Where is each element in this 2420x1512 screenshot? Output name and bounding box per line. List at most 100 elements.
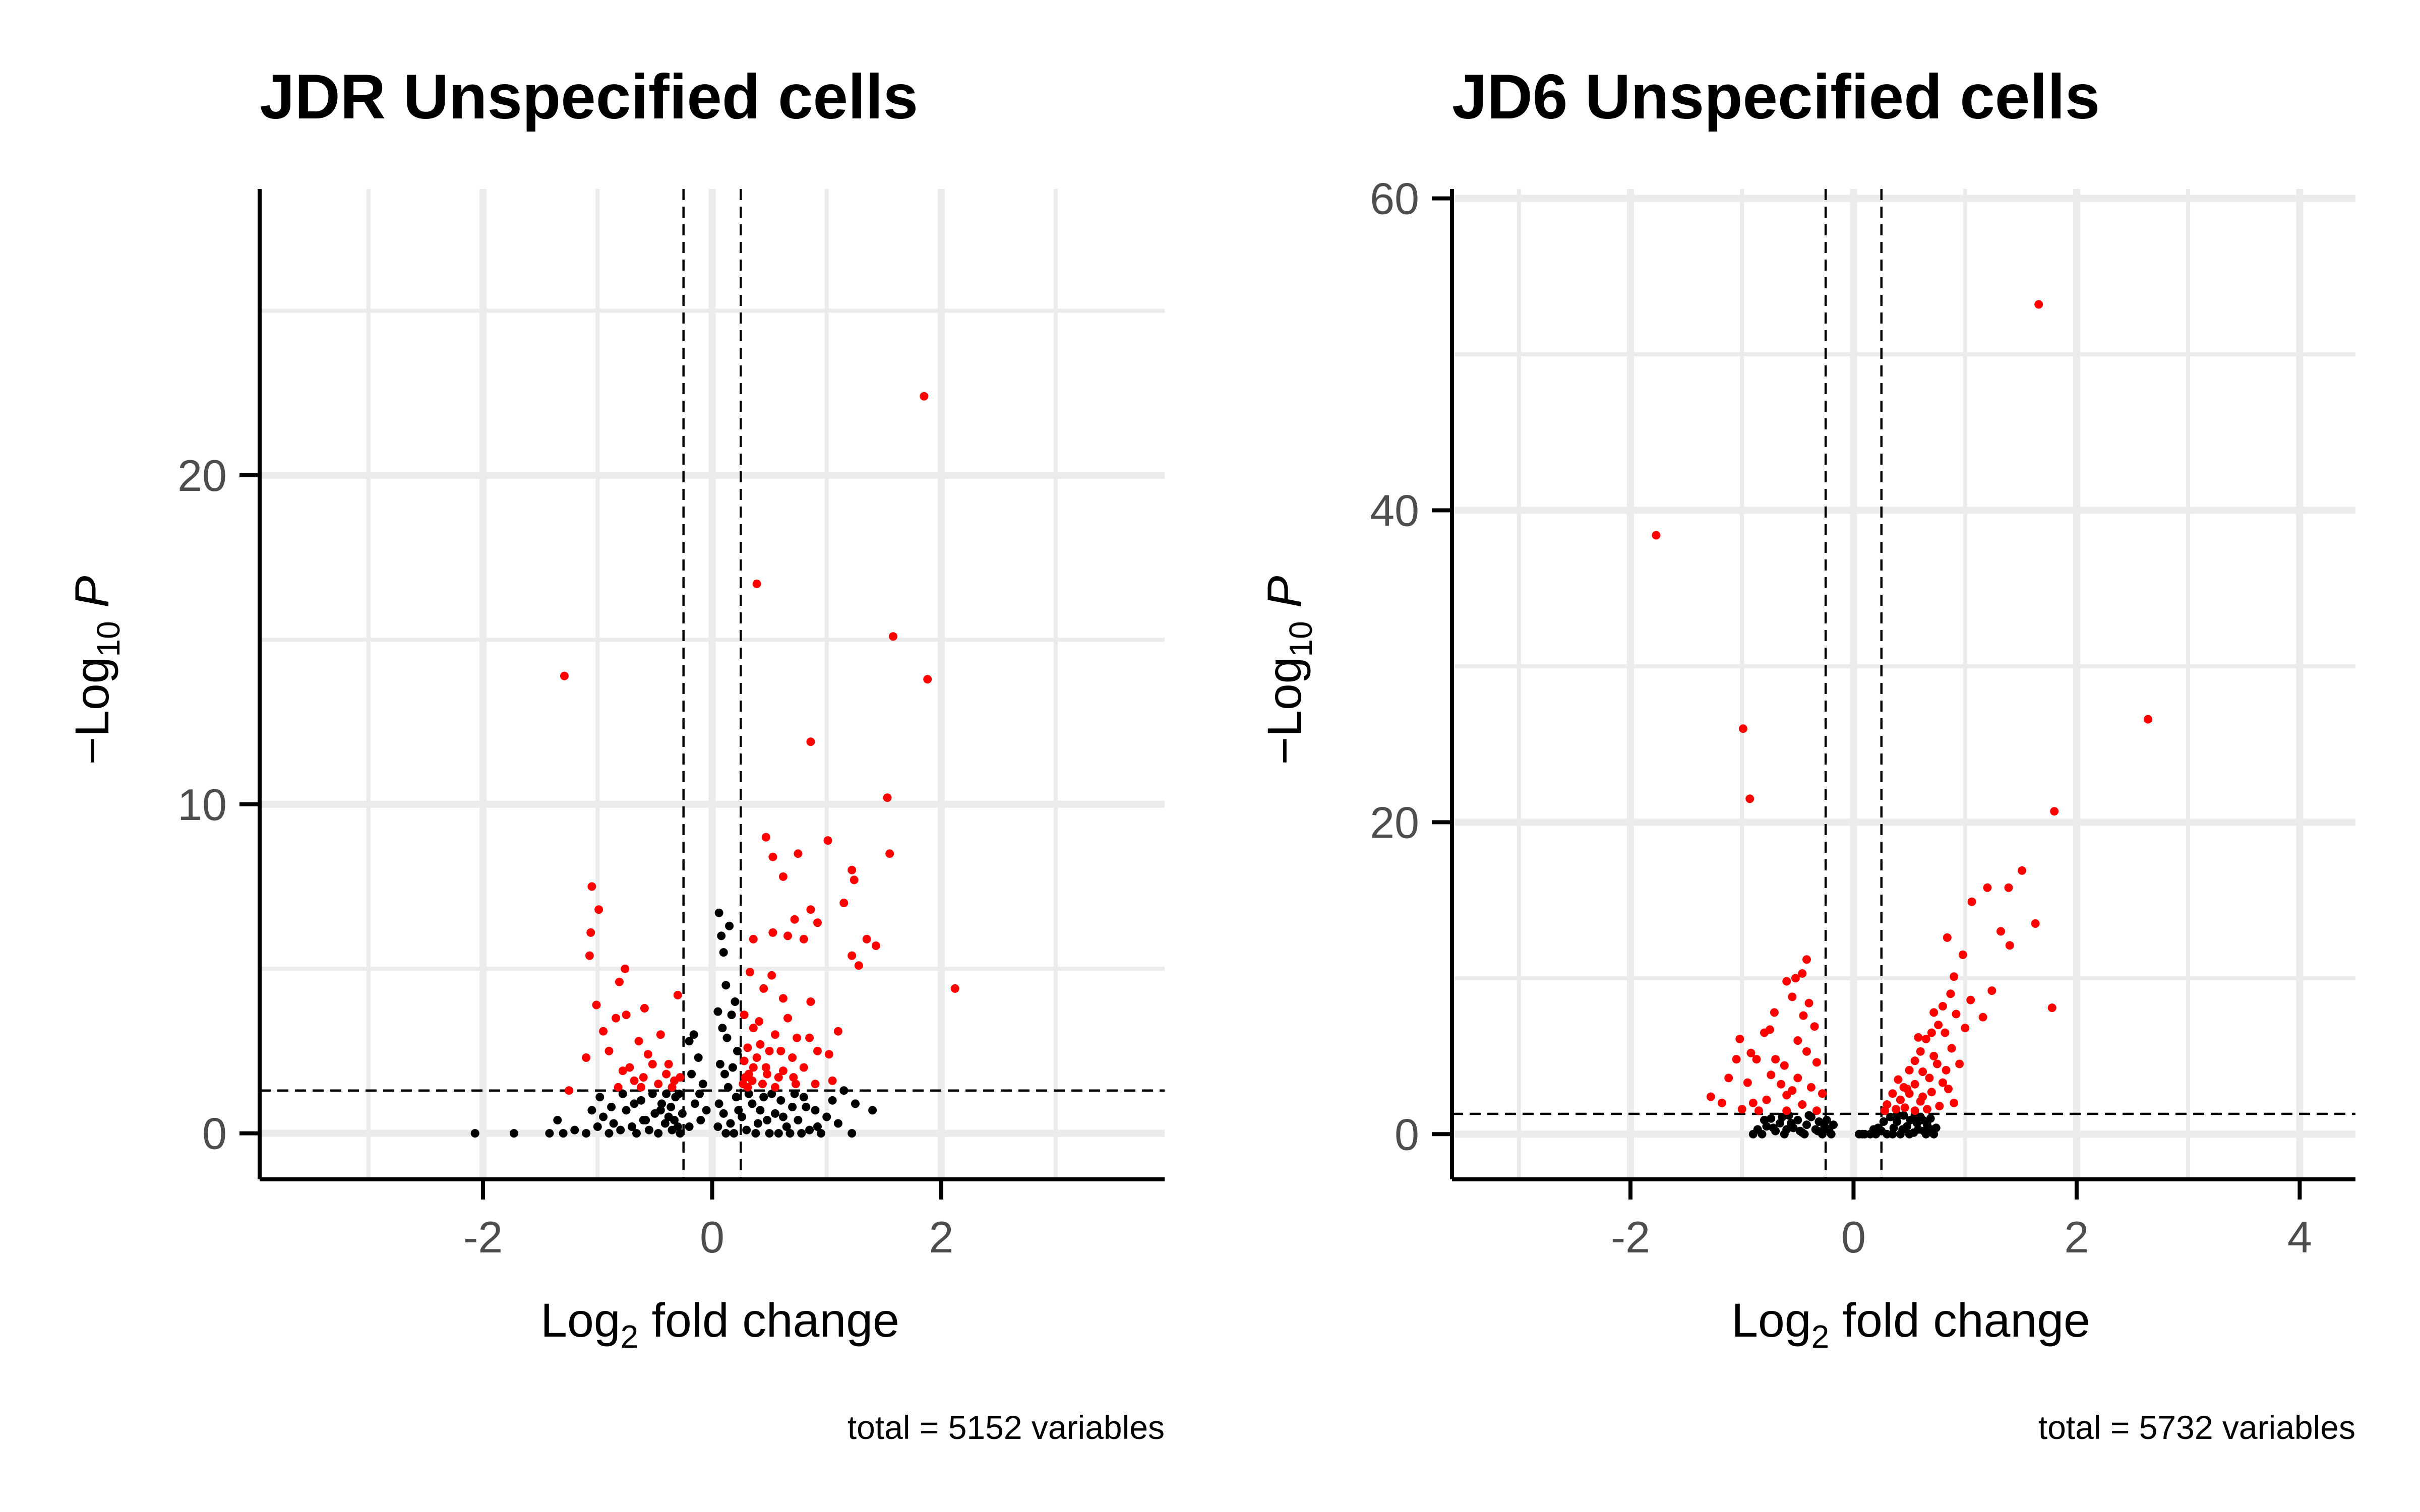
nonsignificant-gene-point bbox=[839, 1086, 849, 1095]
nonsignificant-gene-point bbox=[717, 931, 726, 940]
significant-gene-point bbox=[656, 1030, 665, 1039]
nonsignificant-gene-point bbox=[851, 1099, 860, 1108]
nonsignificant-gene-point bbox=[734, 1106, 743, 1115]
significant-gene-point bbox=[1652, 531, 1661, 540]
nonsignificant-gene-point bbox=[723, 1083, 733, 1092]
nonsignificant-gene-point bbox=[676, 1129, 685, 1138]
nonsignificant-gene-point bbox=[690, 1099, 699, 1108]
significant-gene-point bbox=[778, 994, 788, 1003]
nonsignificant-gene-point bbox=[714, 908, 723, 917]
nonsignificant-gene-point bbox=[774, 1129, 783, 1138]
significant-gene-point bbox=[790, 915, 799, 924]
significant-gene-point bbox=[1923, 1105, 1931, 1114]
significant-gene-point bbox=[1966, 995, 1975, 1004]
nonsignificant-gene-point bbox=[470, 1129, 479, 1138]
nonsignificant-gene-point bbox=[673, 1122, 682, 1131]
significant-gene-point bbox=[806, 905, 815, 914]
nonsignificant-gene-point bbox=[1782, 1125, 1791, 1134]
nonsignificant-gene-point bbox=[545, 1129, 554, 1138]
significant-gene-point bbox=[1943, 933, 1952, 942]
significant-gene-point bbox=[1914, 1033, 1923, 1042]
nonsignificant-gene-point bbox=[725, 921, 734, 930]
nonsignificant-gene-point bbox=[604, 1129, 614, 1138]
significant-gene-point bbox=[615, 977, 624, 986]
nonsignificant-gene-point bbox=[685, 1037, 694, 1046]
significant-gene-point bbox=[630, 1076, 639, 1085]
significant-gene-point bbox=[1777, 1080, 1786, 1089]
volcano-panel-jdr: JDR Unspecified cells -2 0 2 0 10 20 Log2 fo… bbox=[66, 62, 1165, 1446]
significant-gene-point bbox=[1812, 1058, 1821, 1067]
nonsignificant-gene-point bbox=[720, 1069, 729, 1079]
significant-gene-point bbox=[2050, 807, 2059, 816]
significant-gene-point bbox=[640, 1004, 649, 1013]
significant-gene-point bbox=[848, 865, 857, 874]
significant-gene-point bbox=[662, 1069, 671, 1079]
significant-gene-point bbox=[1910, 1080, 1919, 1089]
volcano-panel-jd6: JD6 Unspecified cells -2 0 2 4 0 20 40 60 Log2… bbox=[1258, 62, 2355, 1446]
significant-gene-point bbox=[1798, 1100, 1807, 1109]
nonsignificant-gene-point bbox=[776, 1096, 785, 1105]
nonsignificant-gene-point bbox=[678, 1109, 687, 1118]
nonsignificant-gene-point bbox=[714, 1099, 723, 1108]
significant-gene-point bbox=[1921, 1035, 1930, 1043]
significant-gene-point bbox=[1958, 950, 1967, 959]
nonsignificant-gene-point bbox=[728, 1063, 737, 1072]
nonsignificant-gene-point bbox=[744, 1089, 753, 1098]
x-tick-label: 0 bbox=[700, 1212, 724, 1262]
nonsignificant-gene-point bbox=[689, 1030, 698, 1039]
significant-gene-point bbox=[1938, 1078, 1947, 1087]
significant-gene-point bbox=[1743, 1078, 1752, 1087]
significant-gene-point bbox=[1770, 1008, 1779, 1017]
significant-gene-point bbox=[748, 1076, 757, 1085]
significant-gene-point bbox=[1934, 1021, 1943, 1030]
significant-gene-point bbox=[1799, 1011, 1808, 1020]
data-points bbox=[1652, 300, 2152, 1139]
nonsignificant-gene-point bbox=[715, 1060, 724, 1068]
nonsignificant-gene-point bbox=[848, 1129, 857, 1138]
nonsignificant-gene-point bbox=[718, 1024, 727, 1033]
significant-gene-point bbox=[1880, 1106, 1889, 1115]
nonsignificant-gene-point bbox=[751, 1129, 760, 1138]
nonsignificant-gene-point bbox=[1886, 1112, 1895, 1121]
significant-gene-point bbox=[1950, 1098, 1959, 1107]
significant-gene-point bbox=[871, 941, 880, 950]
nonsignificant-gene-point bbox=[595, 1093, 604, 1102]
significant-gene-point bbox=[828, 1076, 837, 1085]
x-tick-label: 4 bbox=[2287, 1212, 2312, 1262]
significant-gene-point bbox=[1918, 1092, 1927, 1101]
nonsignificant-gene-point bbox=[731, 997, 740, 1006]
nonsignificant-gene-point bbox=[713, 1122, 722, 1131]
nonsignificant-gene-point bbox=[627, 1122, 636, 1131]
y-tick-label: 40 bbox=[1370, 485, 1419, 535]
y-axis-label: −Log10 P bbox=[1258, 576, 1319, 765]
significant-gene-point bbox=[1818, 1089, 1827, 1098]
nonsignificant-gene-point bbox=[833, 1119, 842, 1128]
significant-gene-point bbox=[594, 905, 603, 914]
significant-gene-point bbox=[805, 1033, 814, 1042]
nonsignificant-gene-point bbox=[797, 1129, 806, 1138]
nonsignificant-gene-point bbox=[687, 1069, 696, 1079]
significant-gene-point bbox=[1748, 1098, 1758, 1107]
significant-gene-point bbox=[1918, 1067, 1927, 1076]
significant-gene-point bbox=[752, 1053, 761, 1062]
nonsignificant-gene-point bbox=[637, 1096, 646, 1105]
y-tick-label: 20 bbox=[1370, 797, 1419, 847]
x-tick-label: -2 bbox=[1611, 1212, 1650, 1262]
nonsignificant-gene-point bbox=[794, 1116, 803, 1124]
nonsignificant-gene-point bbox=[1927, 1125, 1936, 1134]
significant-gene-point bbox=[648, 1060, 657, 1068]
significant-gene-point bbox=[794, 849, 803, 858]
significant-gene-point bbox=[783, 1014, 792, 1023]
significant-gene-point bbox=[673, 990, 682, 999]
significant-gene-point bbox=[1935, 1102, 1944, 1111]
significant-gene-point bbox=[749, 1024, 758, 1033]
significant-gene-point bbox=[1717, 1098, 1726, 1107]
nonsignificant-gene-point bbox=[1829, 1120, 1838, 1129]
significant-gene-point bbox=[848, 951, 857, 960]
significant-gene-point bbox=[2004, 883, 2013, 892]
nonsignificant-gene-point bbox=[593, 1122, 602, 1131]
significant-gene-point bbox=[950, 984, 959, 993]
significant-gene-point bbox=[783, 931, 792, 940]
significant-gene-point bbox=[2047, 1003, 2056, 1013]
nonsignificant-gene-point bbox=[767, 1089, 776, 1098]
